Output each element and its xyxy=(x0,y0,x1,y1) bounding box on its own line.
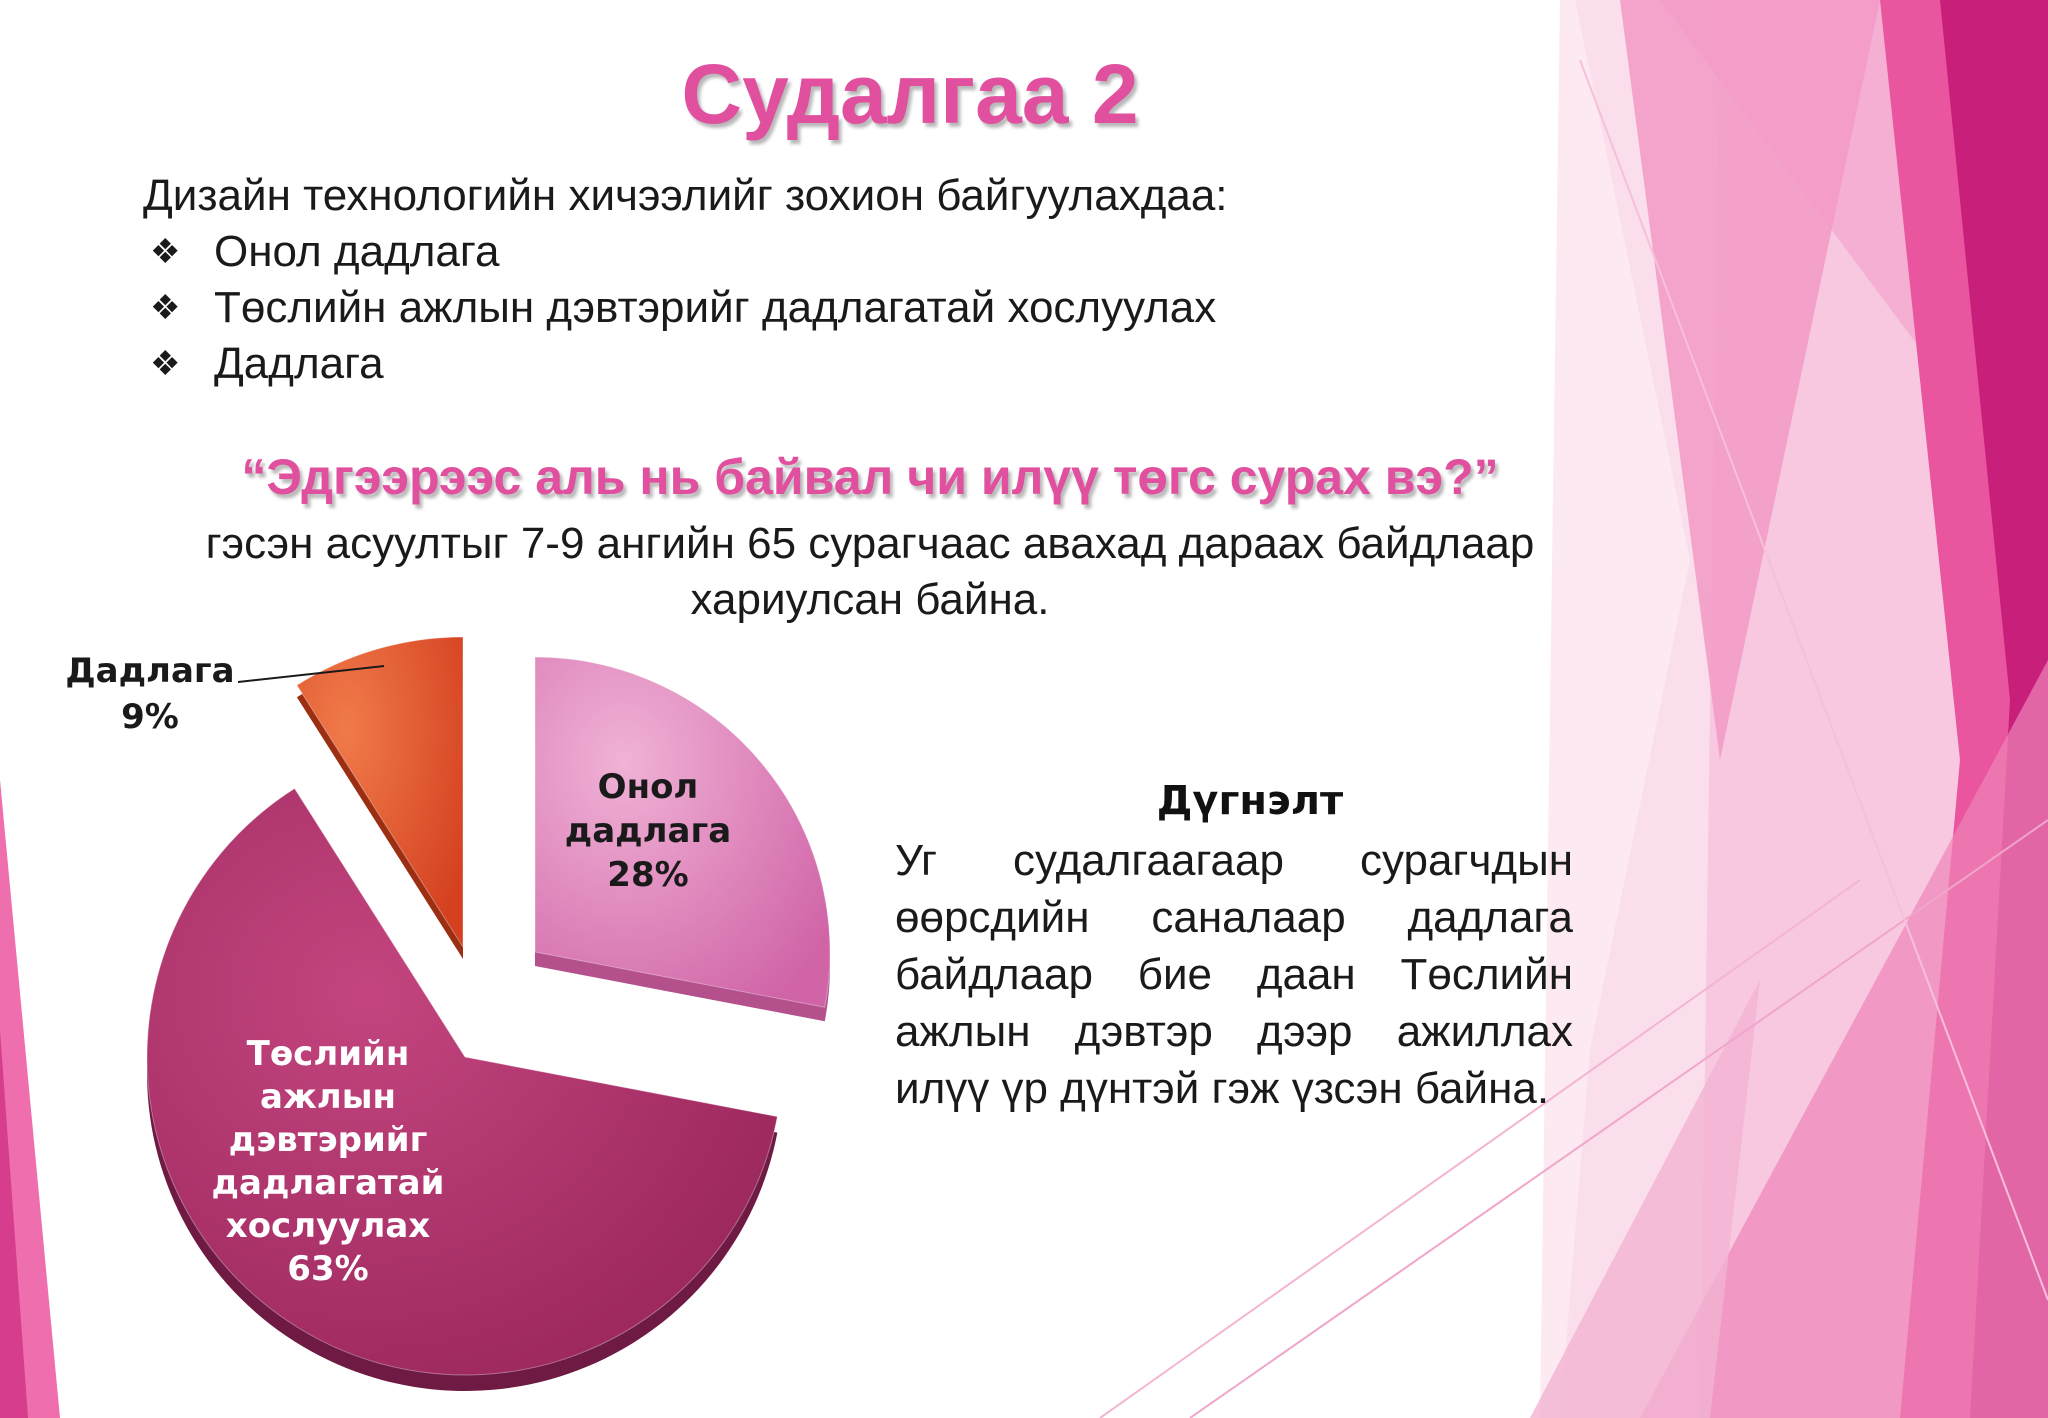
conclusion-title: Дүгнэлт xyxy=(1156,778,1344,824)
list-item: ❖ Онол дадлага xyxy=(150,224,1216,280)
pie-slice-theory xyxy=(534,656,831,1008)
survey-question: “Эдгээрээс аль нь байвал чи илүү төгс су… xyxy=(241,449,1499,505)
pie-chart: Онол дадлага 28% Төслийн ажлын дэвтэрийг дадла… xyxy=(65,636,831,1391)
bullet-text: Онол дадлага xyxy=(214,227,500,276)
pie-label: Онол дадлага 28% xyxy=(565,767,731,895)
slide-title: Судалгаа 2 xyxy=(681,47,1139,141)
pie-label: Төслийн ажлын дэвтэрийг дадлагатай хослуулах… xyxy=(212,1034,445,1289)
conclusion-text: Уг судалгаагаар сурагчдын өөрсдийн санал… xyxy=(895,836,1573,1113)
description-line: гэсэн асуултыг 7-9 ангийн 65 сурагчаас а… xyxy=(205,519,1535,568)
leader-line xyxy=(237,665,385,683)
bullet-text: Дадлага xyxy=(214,339,384,388)
intro-text: Дизайн технологийн хичээлийг зохион байг… xyxy=(143,171,1228,220)
diamond-bullet-icon: ❖ xyxy=(150,233,181,271)
pie-slice-practice xyxy=(296,636,464,949)
bullet-list: ❖ Онол дадлага ❖ Төслийн ажлын дэвтэрийг… xyxy=(150,224,1216,392)
list-item: ❖ Төслийн ажлын дэвтэрийг дадлагатай хос… xyxy=(150,280,1216,336)
list-item: ❖ Дадлага xyxy=(150,336,1216,392)
pie-label: Дадлага 9% xyxy=(65,651,234,737)
diamond-bullet-icon: ❖ xyxy=(150,345,181,383)
description-line: хариулсан байна. xyxy=(690,575,1050,624)
bullet-text: Төслийн ажлын дэвтэрийг дадлагатай хослу… xyxy=(214,283,1217,332)
survey-description: гэсэн асуултыг 7-9 ангийн 65 сурагчаас а… xyxy=(140,516,1600,628)
pie-slice-workbook xyxy=(146,787,778,1376)
diamond-bullet-icon: ❖ xyxy=(150,289,181,327)
